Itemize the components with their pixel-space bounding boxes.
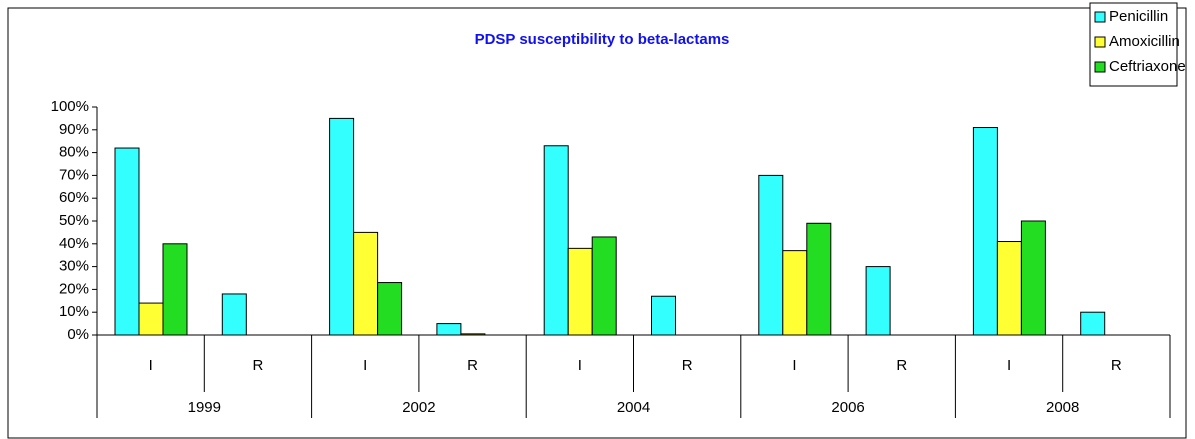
bar xyxy=(162,243,188,336)
bar xyxy=(543,145,569,336)
legend-label: Penicillin xyxy=(1109,8,1168,25)
chart-title: PDSP susceptibility to beta-lactams xyxy=(475,31,730,48)
x-group-label: 2004 xyxy=(617,399,650,416)
x-tick-label: I xyxy=(792,357,796,374)
y-tick-label: 30% xyxy=(59,258,89,275)
bar xyxy=(865,266,891,336)
legend-swatch xyxy=(1094,61,1106,73)
bar xyxy=(782,250,808,336)
bar xyxy=(353,231,379,336)
x-group-label: 1999 xyxy=(188,399,221,416)
x-tick-label: I xyxy=(363,357,367,374)
x-group-label: 2008 xyxy=(1046,399,1079,416)
y-tick-label: 80% xyxy=(59,144,89,161)
x-tick-label: I xyxy=(1007,357,1011,374)
bar xyxy=(806,222,832,336)
bar xyxy=(758,174,784,336)
bar xyxy=(567,247,593,336)
x-tick-label: R xyxy=(682,357,693,374)
y-tick-label: 60% xyxy=(59,189,89,206)
bar xyxy=(221,293,247,336)
x-tick-label: I xyxy=(149,357,153,374)
x-group-label: 2002 xyxy=(402,399,435,416)
y-tick-label: 40% xyxy=(59,235,89,252)
bar xyxy=(114,147,140,336)
bar xyxy=(972,127,998,336)
x-tick-label: R xyxy=(896,357,907,374)
bar xyxy=(377,282,403,336)
x-tick-label: R xyxy=(253,357,264,374)
y-tick-label: 20% xyxy=(59,280,89,297)
y-tick-label: 90% xyxy=(59,121,89,138)
y-tick-label: 10% xyxy=(59,303,89,320)
legend-swatch xyxy=(1094,36,1106,48)
y-tick-label: 70% xyxy=(59,166,89,183)
bar xyxy=(591,236,617,336)
bar xyxy=(1080,311,1106,336)
x-tick-label: R xyxy=(1111,357,1122,374)
legend-label: Amoxicillin xyxy=(1109,33,1180,50)
x-group-label: 2006 xyxy=(831,399,864,416)
y-tick-label: 0% xyxy=(67,326,89,343)
y-tick-label: 100% xyxy=(51,98,89,115)
bar xyxy=(138,302,164,336)
bar xyxy=(436,323,462,336)
bar xyxy=(651,295,676,336)
bar xyxy=(329,117,355,336)
bar xyxy=(1020,220,1046,336)
legend-label: Ceftriaxone xyxy=(1109,58,1186,75)
x-tick-label: R xyxy=(467,357,478,374)
x-tick-label: I xyxy=(578,357,582,374)
legend-swatch xyxy=(1094,11,1106,23)
bar xyxy=(996,241,1022,336)
y-tick-label: 50% xyxy=(59,212,89,229)
